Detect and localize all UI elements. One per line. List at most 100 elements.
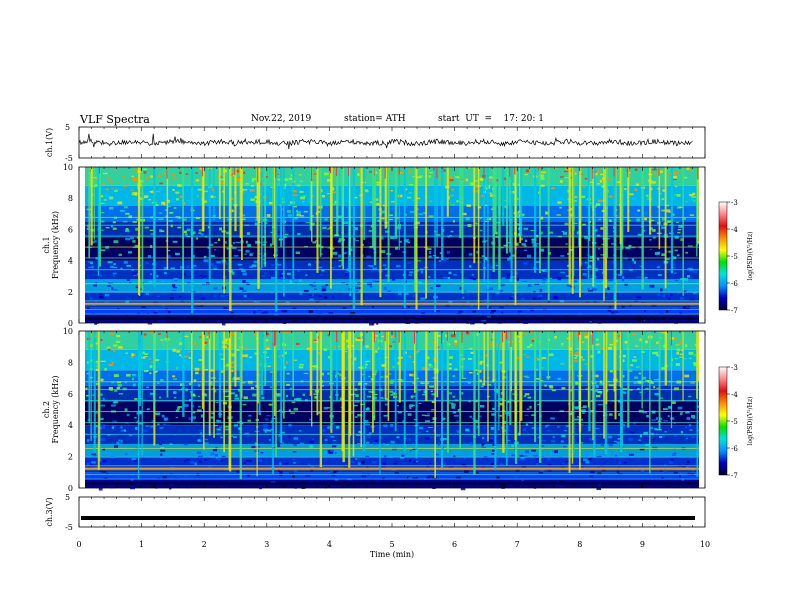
noise-speckle — [288, 472, 294, 475]
noise-speckle — [273, 314, 278, 316]
noise-speckle — [585, 460, 590, 464]
noise-speckle — [524, 414, 529, 417]
noise-speckle — [685, 464, 688, 466]
noise-speckle — [214, 249, 217, 251]
noise-speckle — [428, 365, 433, 368]
noise-speckle — [232, 246, 237, 250]
noise-speckle — [536, 463, 539, 466]
noise-speckle — [337, 282, 342, 284]
noise-speckle — [264, 430, 267, 433]
noise-speckle — [588, 265, 592, 267]
noise-speckle — [524, 332, 528, 335]
noise-speckle — [209, 382, 213, 386]
noise-speckle — [86, 439, 90, 442]
noise-speckle — [504, 332, 508, 334]
noise-speckle — [314, 174, 319, 176]
noise-speckle — [158, 320, 163, 323]
noise-speckle — [545, 425, 548, 428]
noise-speckle — [463, 457, 466, 460]
noise-speckle — [407, 305, 410, 308]
noise-speckle — [310, 222, 315, 225]
noise-speckle — [554, 335, 557, 339]
noise-speckle — [270, 481, 276, 484]
noise-speckle — [524, 173, 528, 176]
noise-speckle — [491, 309, 497, 313]
noise-speckle — [632, 359, 637, 362]
noise-speckle — [353, 227, 359, 231]
sferic-burst — [514, 167, 517, 246]
noise-speckle — [202, 277, 205, 279]
noise-speckle — [388, 214, 393, 216]
noise-speckle — [414, 461, 418, 463]
noise-speckle — [166, 184, 171, 186]
noise-speckle — [677, 292, 682, 295]
noise-speckle — [464, 465, 467, 468]
sferic-burst — [477, 331, 480, 436]
sferic-burst — [208, 167, 211, 283]
noise-speckle — [162, 423, 167, 426]
noise-speckle — [487, 384, 492, 386]
noise-speckle — [519, 237, 523, 241]
sferic-burst — [477, 167, 480, 310]
noise-speckle — [602, 296, 607, 299]
noise-speckle — [374, 370, 378, 374]
noise-speckle — [177, 217, 182, 219]
noise-speckle — [495, 179, 500, 182]
sferic-burst — [88, 167, 91, 259]
noise-speckle — [125, 212, 130, 215]
noise-speckle — [143, 370, 149, 373]
noise-speckle — [254, 307, 258, 309]
noise-speckle — [241, 270, 246, 272]
noise-speckle — [313, 365, 319, 368]
sferic-peak — [201, 167, 203, 177]
noise-speckle — [131, 377, 134, 381]
noise-speckle — [635, 289, 638, 292]
sferic-burst — [579, 167, 582, 267]
noise-speckle — [276, 432, 280, 435]
noise-speckle — [438, 260, 442, 262]
noise-speckle — [183, 202, 186, 205]
noise-speckle — [416, 306, 420, 308]
noise-speckle — [293, 462, 296, 464]
noise-speckle — [478, 415, 482, 418]
noise-speckle — [622, 388, 627, 390]
noise-speckle — [328, 451, 334, 454]
noise-speckle — [204, 448, 210, 452]
sferic-burst — [274, 167, 276, 258]
noise-speckle — [426, 248, 432, 250]
noise-speckle — [610, 311, 615, 315]
noise-speckle — [364, 383, 368, 385]
noise-speckle — [573, 171, 577, 174]
noise-speckle — [623, 355, 626, 357]
sferic-burst — [283, 331, 285, 419]
noise-speckle — [203, 278, 206, 281]
sferic-peak — [336, 331, 338, 342]
noise-speckle — [278, 355, 282, 358]
noise-speckle — [174, 284, 178, 287]
noise-speckle — [255, 445, 261, 448]
noise-speckle — [617, 434, 620, 436]
noise-speckle — [155, 191, 161, 193]
sferic-burst — [90, 331, 92, 441]
noise-speckle — [391, 335, 397, 338]
noise-speckle — [451, 403, 456, 406]
noise-speckle — [143, 333, 147, 336]
noise-speckle — [220, 294, 225, 298]
noise-speckle — [292, 475, 295, 478]
sferic-burst — [664, 167, 667, 289]
noise-speckle — [689, 193, 694, 197]
noise-speckle — [481, 319, 487, 322]
noise-speckle — [554, 484, 559, 488]
noise-speckle — [465, 332, 470, 335]
noise-speckle — [94, 184, 98, 187]
noise-speckle — [466, 300, 470, 303]
noise-speckle — [344, 273, 350, 276]
noise-speckle — [297, 269, 301, 273]
noise-speckle — [254, 442, 257, 446]
noise-speckle — [295, 342, 300, 346]
freq-tick-label: 6 — [68, 225, 73, 234]
noise-speckle — [372, 280, 377, 283]
noise-speckle — [601, 243, 605, 245]
sferic-burst — [213, 331, 215, 438]
noise-speckle — [332, 445, 337, 448]
